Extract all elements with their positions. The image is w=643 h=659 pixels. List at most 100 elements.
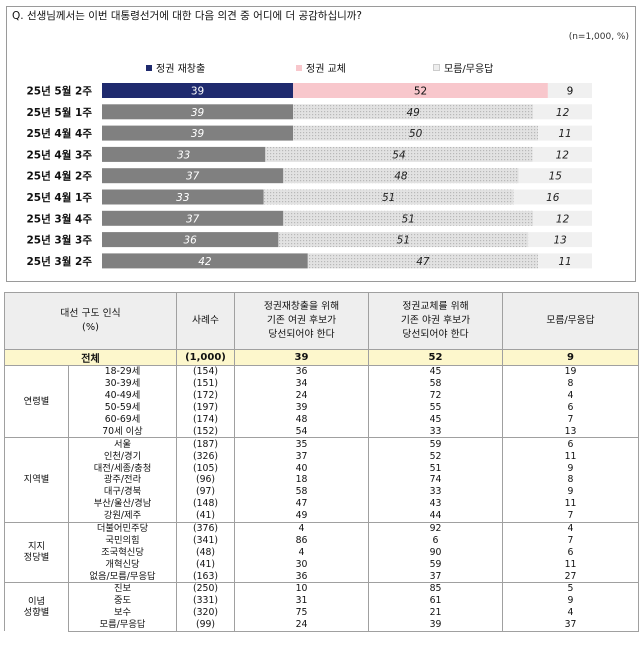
row-label: 서울 [68, 437, 177, 451]
row-label: 60-69세 [104, 414, 141, 425]
bar-change [293, 83, 548, 98]
row-a: 34 [234, 377, 369, 390]
row-n: (163) [176, 570, 235, 583]
row-n: (174) [176, 413, 235, 426]
row-n: (326) [176, 450, 235, 463]
table-row: 광주/전라 (96) 18 74 8 [5, 474, 639, 486]
row-a: 47 [234, 497, 369, 510]
legend-label: 정권 교체 [306, 64, 346, 75]
bar-value-label: 13 [553, 235, 566, 247]
bar-continue [102, 189, 264, 205]
row-n: (341) [176, 534, 235, 547]
bar-change [283, 168, 519, 184]
row-b: 33 [368, 425, 503, 438]
header-regime-change: 정권교체를 위해 기존 야권 후보가 당선되어야 한다 [368, 292, 503, 350]
table-row: 보수 (320) 75 21 4 [5, 606, 639, 619]
group-name: 지지 정당별 [4, 521, 69, 583]
category-label: 25년 4월 4주 [26, 127, 92, 140]
row-label: 조국혁신당 [101, 546, 144, 558]
bar-value-label: 51 [382, 192, 395, 204]
row-b: 6 [368, 534, 503, 547]
header-regime-continue: 정권재창출을 위해 기존 여권 후보가 당선되어야 한다 [234, 292, 369, 350]
row-c: 27 [502, 570, 639, 583]
row-b: 52 [368, 450, 503, 463]
question-text: Q. 선생님께서는 이번 대통령선거에 대한 다음 의견 중 어디에 더 공감하… [12, 10, 363, 22]
legend-swatch [296, 64, 302, 71]
bar-value-label: 37 [186, 171, 200, 183]
row-n: (41) [176, 558, 235, 571]
row-n: (41) [176, 509, 235, 523]
bar-value-label: 47 [416, 256, 430, 268]
category-label: 25년 3월 4주 [26, 212, 92, 225]
bar-change [293, 125, 539, 141]
row-c: 8 [502, 377, 639, 390]
bar-value-label: 9 [567, 86, 574, 98]
row-n: (172) [176, 389, 235, 402]
row-c: 13 [502, 425, 639, 438]
category-label: 25년 4월 3주 [26, 148, 92, 161]
row-b: 72 [368, 389, 503, 402]
bar-value-label: 36 [184, 235, 198, 247]
total-a: 39 [234, 349, 369, 366]
bar-change [265, 146, 533, 162]
row-label: 국민의힘 [105, 534, 140, 546]
stacked-bar-chart: 25년 5월 2주 39 52 9 25년 5월 1주 39 49 12 25년 4월 4주 39… [26, 83, 592, 269]
bar-value-label: 52 [414, 86, 427, 98]
group-3: 이념 성향별 진보 (250) 10 85 5 중도 (331) 31 61 9 보수 (320) 75 21… [4, 582, 639, 632]
bar-change [283, 210, 534, 226]
category-label: 25년 4월 1주 [26, 191, 92, 204]
bar-continue [102, 232, 279, 248]
table-row: 대구/경북 (97) 58 33 9 [5, 485, 639, 498]
table-row: 이념 성향별 진보 (250) 10 85 5 [4, 582, 639, 632]
row-a: 4 [234, 521, 369, 535]
table-row: 강원/제주 (41) 49 44 7 [5, 509, 639, 523]
row-a: 86 [234, 534, 369, 547]
row-c: 6 [502, 437, 639, 451]
table-row: 40-49세 (172) 24 72 4 [5, 389, 639, 402]
legend-item-regime-change: 정권 교체 [296, 60, 346, 75]
table-row: 30-39세 (151) 34 58 8 [5, 377, 639, 390]
bar-dontknow [513, 189, 592, 205]
legend-swatch [433, 64, 440, 71]
total-n: (1,000) [176, 349, 235, 366]
row-n: (187) [176, 437, 235, 451]
row-b: 44 [368, 509, 503, 523]
legend-label: 정권 재창출 [156, 64, 206, 75]
bar-value-label: 11 [558, 128, 571, 140]
row-b: 39 [368, 618, 503, 632]
table-row: 70세 이상 (152) 54 33 13 [5, 425, 639, 438]
bar-value-label: 51 [397, 235, 410, 247]
table-row: 없음/모름/무응답 (163) 36 37 27 [5, 570, 639, 583]
row-b: 59 [368, 558, 503, 571]
bar-value-label: 12 [556, 213, 570, 225]
bar-dontknow [538, 125, 592, 141]
row-n: (148) [176, 497, 235, 510]
table-row: 개혁신당 (41) 30 59 11 [5, 558, 639, 571]
header-sample-size: 사례수 [176, 292, 235, 350]
table-row: 연령별 18-29세 (154) 36 45 19 [4, 364, 639, 438]
row-a: 24 [234, 618, 369, 632]
bar-value-label: 11 [558, 256, 571, 268]
group-name: 연령별 [4, 364, 69, 438]
row-a: 35 [234, 437, 369, 451]
row-n: (99) [176, 618, 235, 632]
sample-note: (n=1,000, %) [568, 32, 629, 42]
row-c: 37 [502, 618, 639, 632]
row-b: 45 [368, 413, 503, 426]
row-label: 인천/경기 [103, 450, 142, 462]
row-c: 11 [502, 558, 639, 571]
row-c: 11 [502, 450, 639, 463]
row-a: 10 [234, 582, 369, 595]
total-b: 52 [368, 349, 503, 366]
row-label: 없음/모름/무응답 [89, 570, 156, 582]
row-c: 7 [502, 534, 639, 547]
row-label: 보수 [113, 607, 132, 619]
row-label: 대구/경북 [103, 486, 142, 498]
row-a: 75 [234, 606, 369, 619]
row-label: 30-39세 [104, 378, 141, 390]
row-b: 45 [368, 364, 503, 378]
row-a: 24 [234, 389, 369, 402]
table-row: 부산/울산/경남 (148) 47 43 11 [5, 497, 639, 510]
row-label: 18-29세 [68, 364, 177, 378]
row-b: 58 [368, 377, 503, 390]
